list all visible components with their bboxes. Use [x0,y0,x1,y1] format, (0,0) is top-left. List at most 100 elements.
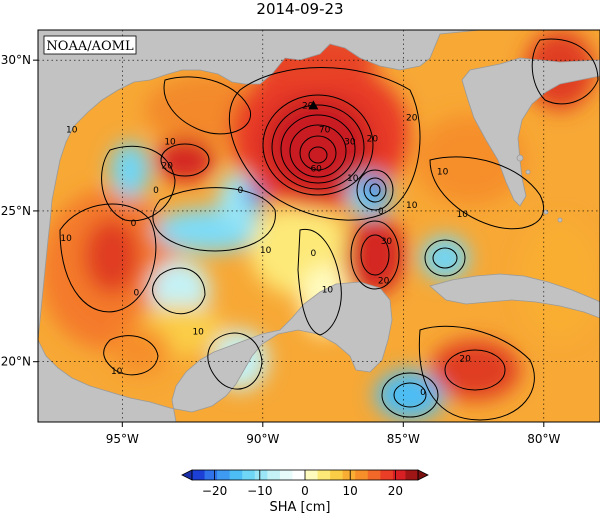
contour-label: 30 [344,138,356,148]
lat-tick-label: 30°N [1,53,31,67]
contour-line [59,203,157,313]
lat-tick-label: 20°N [1,355,31,369]
gridlines [38,30,600,422]
contour-line [418,325,535,421]
contour-label: 10 [437,168,449,178]
map-frame [37,29,600,423]
colorbar-swatch [355,470,369,480]
contour-line [360,234,390,276]
contour-line [228,67,421,221]
contour-line [444,349,506,391]
colorbar-swatch [392,470,406,480]
colorbar-swatch [242,470,256,480]
contour-label: 0 [133,288,139,298]
contour-label: 0 [420,388,426,398]
contour-line [163,76,251,135]
contour-line [432,247,458,269]
colorbar-swatch [204,470,218,480]
colorbar-swatch [405,470,419,480]
credit-box: NOAA/AOML [43,35,137,55]
contour-label: 10 [60,234,72,244]
contour-labels: 10 10 20 0 0 10 0 10 0 10 10 0 10 20 70 60 30 20 10 0 10 30 20… [60,101,471,397]
colorbar-swatch [217,470,231,480]
lon-tick-label: 80°W [527,432,560,446]
colorbar-swatch [279,470,293,480]
colorbar-swatch [330,470,344,480]
colorbar-label: SHA [cm] [269,500,331,515]
contour-line [531,38,599,105]
colorbar-swatch [342,470,356,480]
contour-label: 70 [319,126,331,136]
lon-tick-label: 85°W [387,432,420,446]
contour-label: 60 [310,165,322,175]
contour-label: 20 [162,162,174,172]
colorbar-tick-label: 20 [388,484,403,498]
us-north-coast [38,30,600,341]
contour-lines [59,38,599,421]
axis-ticks: 95°W 90°W 85°W 80°W 20°N 25°N 30°N [1,53,561,446]
map-plot-area [38,30,600,422]
contour-label: 20 [302,101,314,111]
contour-label: 20 [459,355,471,365]
contour-line [369,183,381,197]
contour-line [160,143,210,177]
colorbar-tick-label: −10 [247,484,272,498]
contour-line [356,169,394,211]
colorbar-high-extend [417,469,429,481]
contour-label: 0 [237,186,243,196]
lon-tick-label: 90°W [246,432,279,446]
contour-line [299,135,337,171]
contour-label: 10 [66,126,78,136]
contour-label: 20 [406,113,418,123]
contour-line [297,228,342,336]
contour-line [429,156,545,230]
chart-title: 2014-09-23 [256,0,344,18]
contour-label: 10 [164,138,176,148]
contour-line [271,104,365,190]
colorbar-swatch [267,470,281,480]
contour-line [101,145,176,222]
contour-line [262,94,374,196]
contour-label: 20 [378,276,390,286]
mexico-land [38,281,393,422]
contour-label: 10 [260,246,272,256]
contour-label: 0 [131,219,137,229]
contour-line [350,220,400,290]
contour-label: 10 [347,174,359,184]
colorbar-swatch [292,470,306,480]
colorbar-swatch [254,470,268,480]
contour-line [393,382,427,408]
cuba-land [429,273,600,319]
contour-line [152,187,276,252]
contour-line [152,267,206,315]
colorbar-tick-label: −20 [202,484,227,498]
credit-text: NOAA/AOML [46,39,134,54]
contour-line [424,239,466,277]
contour-label: 30 [381,237,393,247]
colorbar-swatch [380,470,394,480]
colorbar-tick-label: 10 [343,484,358,498]
contour-line [280,114,356,184]
contour-label: 10 [322,285,334,295]
colorbar-low-extend [181,469,193,481]
contour-label: 10 [111,367,123,377]
colorbar-swatch [192,470,206,480]
contour-label: 10 [192,328,204,338]
contour-label: 10 [406,201,418,211]
contour-label: 10 [457,210,469,220]
sha-map: 10 10 20 0 0 10 0 10 0 10 10 0 10 20 70 60 30 20 10 0 10 30 20… [1,29,600,498]
station-marker [308,100,319,110]
contour-label: 0 [153,186,159,196]
colorbar: −20 −10 0 10 20 [181,469,429,498]
colorbar-swatch [367,470,381,480]
contour-label: 0 [311,249,317,259]
lat-tick-label: 25°N [1,204,31,218]
colorbar-swatch [229,470,243,480]
contour-line [289,124,347,178]
contour-label: 20 [367,135,379,145]
contour-line [207,332,263,390]
colorbar-swatch [305,470,319,480]
contour-line [308,146,328,164]
lon-tick-label: 95°W [106,432,139,446]
contour-line [381,372,439,418]
